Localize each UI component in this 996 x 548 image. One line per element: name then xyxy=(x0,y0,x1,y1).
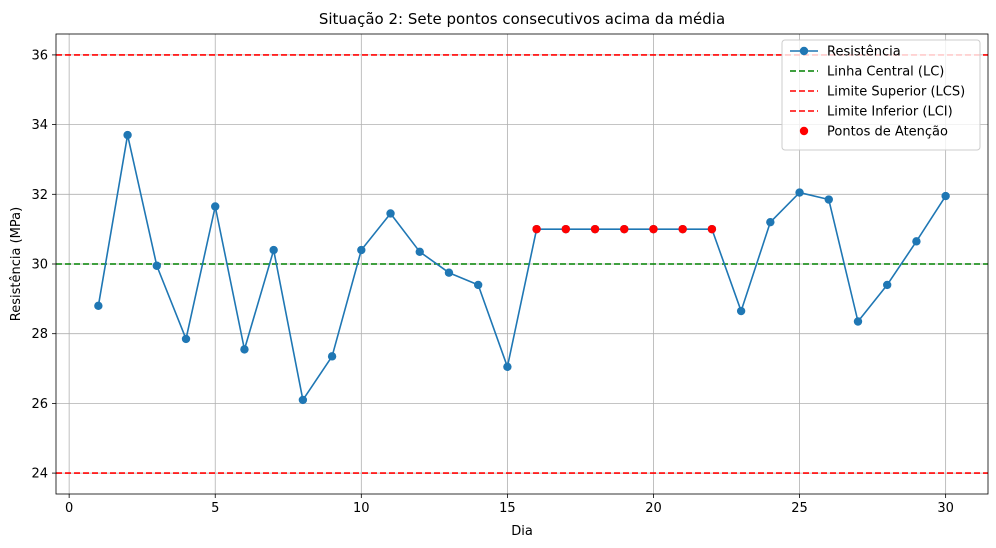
data-point xyxy=(503,362,512,372)
data-point xyxy=(327,352,337,361)
x-tick-label: 10 xyxy=(353,501,370,516)
attention-point xyxy=(590,224,600,234)
y-tick-label: 34 xyxy=(31,118,48,133)
attention-point xyxy=(707,224,717,234)
data-point xyxy=(211,202,220,211)
data-point xyxy=(415,247,424,257)
data-point xyxy=(181,334,191,344)
legend-box xyxy=(781,39,981,151)
data-point xyxy=(298,395,308,405)
data-point xyxy=(795,188,804,197)
legend-swatch-marker xyxy=(799,46,809,56)
data-point xyxy=(123,130,132,140)
legend-swatch-marker xyxy=(799,126,809,136)
y-tick-label: 36 xyxy=(31,48,48,63)
data-point xyxy=(240,345,249,354)
x-tick-label: 15 xyxy=(499,501,516,516)
y-axis-ticks: 24 26 28 30 32 34 36 xyxy=(31,48,56,482)
x-tick-label: 0 xyxy=(65,501,73,516)
data-point xyxy=(736,306,746,316)
data-point xyxy=(357,245,366,255)
legend-label: Linha Central (LC) xyxy=(827,65,944,80)
y-tick-label: 26 xyxy=(31,397,48,412)
attention-point xyxy=(532,224,541,234)
x-tick-label: 25 xyxy=(791,501,808,516)
data-point xyxy=(152,261,161,270)
attention-points xyxy=(532,224,717,234)
data-point xyxy=(473,280,483,290)
x-axis-ticks: 0 5 10 15 20 25 30 xyxy=(65,494,954,516)
legend-label: Pontos de Atenção xyxy=(827,125,948,140)
attention-point xyxy=(561,224,571,234)
legend-label: Limite Inferior (LCI) xyxy=(827,105,953,120)
attention-point xyxy=(620,224,629,234)
legend-entry: Resistência xyxy=(790,45,901,60)
data-point xyxy=(269,245,278,255)
legend-entry: Linha Central (LC) xyxy=(790,65,944,80)
legend: Resistência Linha Central (LC) Limite Supe… xyxy=(781,39,981,151)
data-point xyxy=(444,268,454,277)
data-point xyxy=(94,301,103,311)
data-point xyxy=(941,191,950,201)
legend-entry: Pontos de Atenção xyxy=(799,125,948,140)
x-tick-label: 20 xyxy=(645,501,662,516)
data-point xyxy=(912,237,921,246)
data-point xyxy=(853,317,863,326)
y-tick-label: 28 xyxy=(31,327,48,342)
attention-point xyxy=(649,224,658,234)
data-point xyxy=(386,209,395,218)
series-line xyxy=(97,134,947,401)
legend-entry: Limite Superior (LCS) xyxy=(790,85,965,100)
x-axis-label: Dia xyxy=(511,524,533,539)
legend-label: Resistência xyxy=(827,45,901,60)
attention-point xyxy=(678,224,687,234)
data-point xyxy=(824,195,833,204)
y-tick-label: 24 xyxy=(31,467,48,482)
y-tick-label: 32 xyxy=(31,188,48,203)
y-axis-label: Resistência (MPa) xyxy=(9,207,24,321)
data-point xyxy=(766,217,775,227)
y-tick-label: 30 xyxy=(31,258,48,273)
legend-entry: Limite Inferior (LCI) xyxy=(790,105,953,120)
x-tick-label: 5 xyxy=(211,501,219,516)
legend-label: Limite Superior (LCS) xyxy=(827,85,965,100)
x-tick-label: 30 xyxy=(937,501,954,516)
data-point xyxy=(883,280,892,290)
chart-title: Situação 2: Sete pontos consecutivos aci… xyxy=(319,10,725,28)
